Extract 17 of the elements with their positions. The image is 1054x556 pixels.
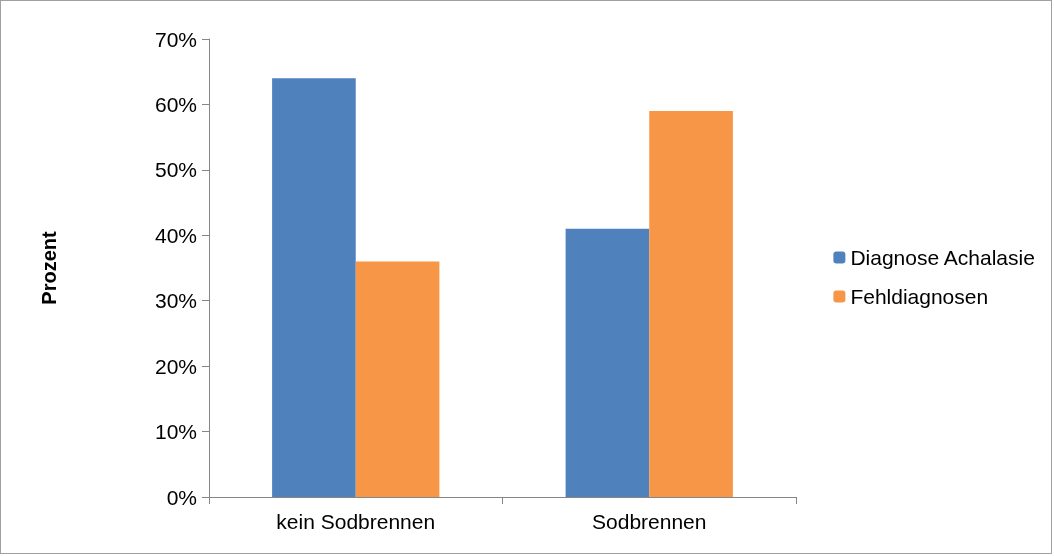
y-tick-label: 50%: [154, 158, 197, 182]
bar: [355, 261, 440, 497]
y-tick-label: 0%: [166, 485, 197, 509]
x-tick-label: Sodbrennen: [592, 510, 707, 533]
y-axis-title: Prozent: [38, 230, 60, 305]
bar: [649, 110, 733, 497]
y-tick-label: 70%: [154, 27, 197, 51]
y-tick-label: 60%: [154, 92, 197, 116]
bar: [272, 78, 356, 497]
legend-label: Fehldiagnosen: [850, 285, 989, 308]
y-tick-label: 40%: [154, 223, 197, 247]
bar: [565, 228, 650, 497]
y-tick-label: 30%: [154, 289, 197, 313]
y-tick-label: 10%: [154, 420, 197, 444]
legend-label: Diagnose Achalasie: [850, 246, 1035, 269]
y-tick-label: 20%: [154, 354, 197, 378]
x-tick-label: kein Sodbrennen: [276, 510, 436, 533]
